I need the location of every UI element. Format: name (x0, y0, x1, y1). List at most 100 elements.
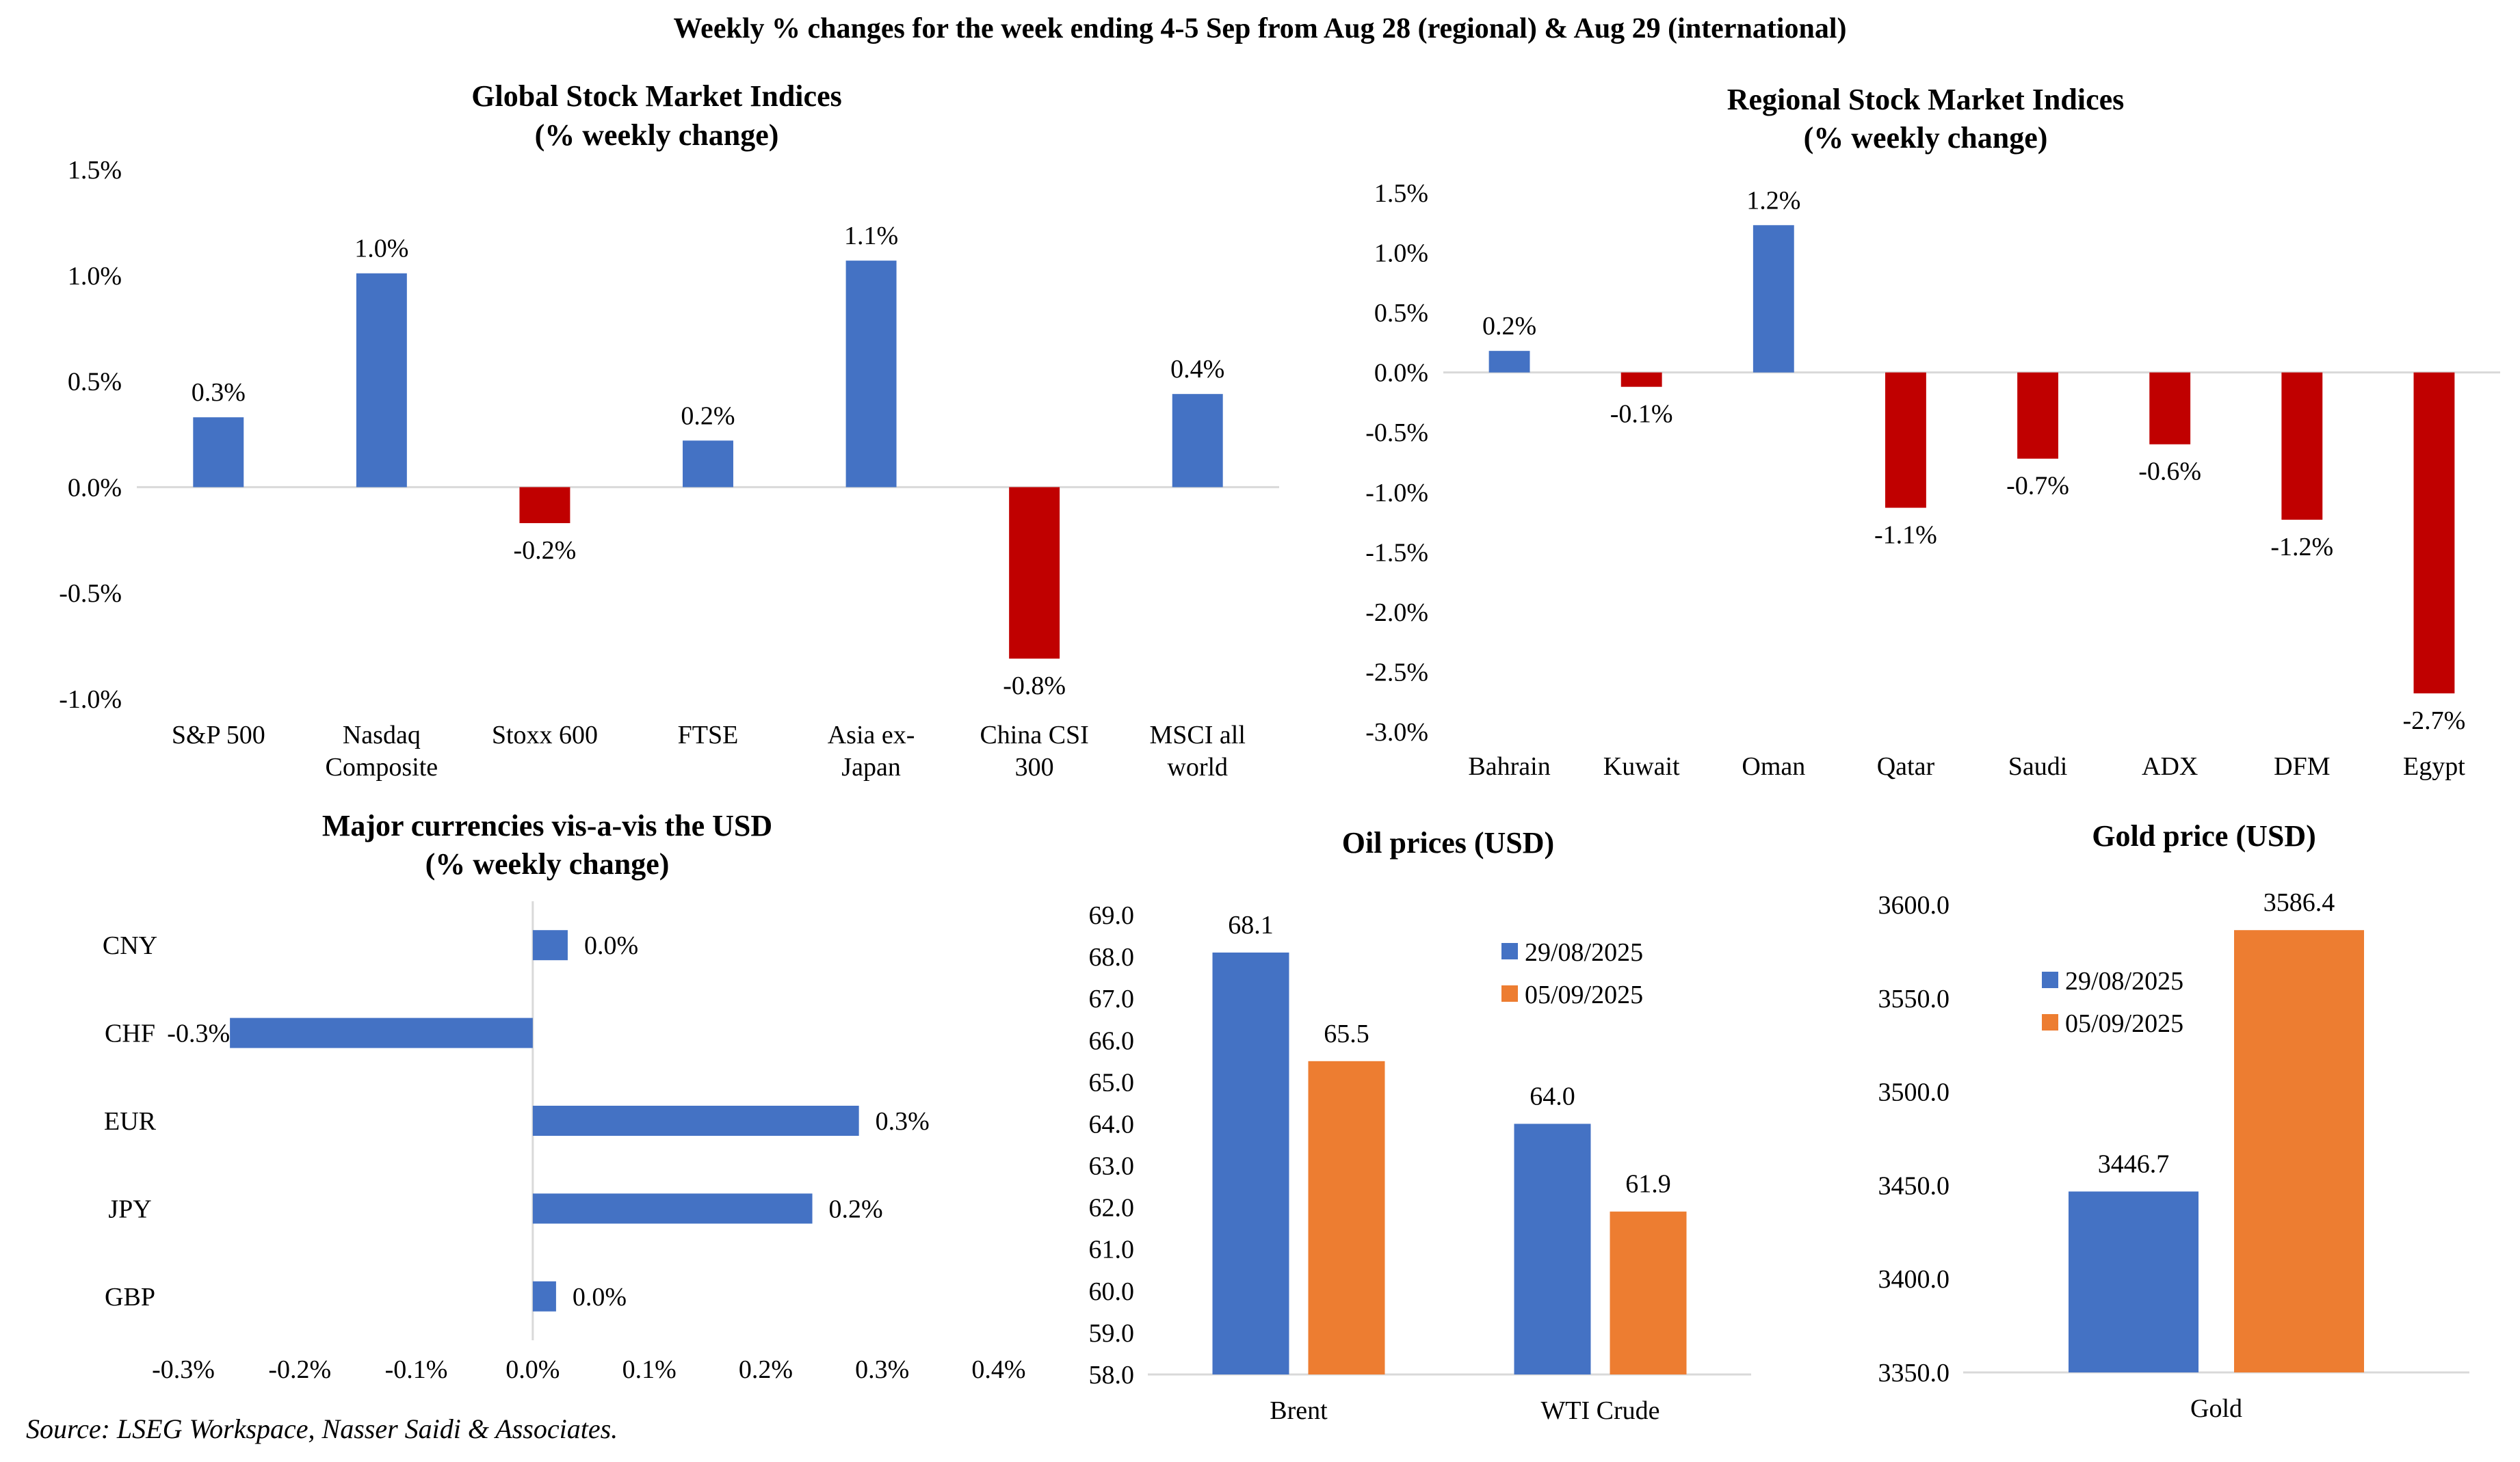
bar (683, 440, 733, 488)
data-label: 0.3% (192, 378, 246, 407)
bar (2069, 1191, 2199, 1372)
bar (230, 1018, 533, 1048)
bar (1009, 487, 1060, 659)
bar (1620, 372, 1662, 387)
legend-label: 05/09/2025 (1525, 981, 1643, 1009)
data-label: -0.6% (2138, 457, 2201, 486)
y-tick-label: -2.0% (1365, 598, 1428, 627)
data-label: -1.1% (1874, 521, 1937, 550)
bar (519, 487, 570, 524)
x-tick-label: 0.4% (971, 1355, 1025, 1384)
data-label: 0.0% (584, 931, 638, 960)
data-label: 3446.7 (2098, 1149, 2170, 1178)
y-tick-label: 0.0% (1374, 359, 1428, 388)
data-label: -0.7% (2006, 472, 2069, 501)
y-tick-label: 66.0 (1089, 1026, 1135, 1055)
bar (1212, 952, 1289, 1374)
data-label: 1.1% (844, 222, 898, 250)
oil-prices-chart: 58.0 59.0 60.0 61.0 62.0 63.0 64.0 65.0 66.0 67.0… (1089, 901, 1751, 1425)
category-label: Stoxx 600 (492, 721, 598, 749)
bar (1753, 225, 1794, 373)
data-label: 3586.4 (2263, 888, 2335, 917)
category-label: Brent (1270, 1396, 1328, 1425)
data-label: 1.2% (1746, 186, 1800, 215)
x-tick-label: 0.2% (739, 1355, 793, 1384)
y-tick-label: 1.0% (68, 262, 122, 291)
data-label: 1.0% (354, 235, 408, 263)
category-label: DFM (2274, 752, 2330, 781)
data-label: 68.1 (1228, 911, 1274, 940)
category-label: Qatar (1877, 752, 1935, 781)
category-label: ADX (2142, 752, 2198, 781)
y-tick-label: -1.0% (59, 685, 122, 714)
y-tick-label: -0.5% (1365, 418, 1428, 447)
category-label: GBP (105, 1283, 155, 1312)
gold-chart-title: Gold price (USD) (2092, 819, 2316, 853)
y-tick-label: 59.0 (1089, 1319, 1135, 1348)
y-tick-label: 3400.0 (1878, 1265, 1950, 1294)
bar (1308, 1061, 1385, 1374)
category-label: Saudi (2008, 752, 2068, 781)
category-label: CNY (103, 931, 157, 960)
bar (1514, 1124, 1591, 1374)
category-label: MSCI all (1150, 721, 1246, 749)
bar (2281, 372, 2323, 520)
bar (532, 1193, 813, 1224)
data-label: 0.2% (681, 401, 735, 430)
bar (1172, 394, 1223, 488)
x-tick-label: -0.1% (385, 1355, 448, 1384)
data-label: 0.3% (876, 1107, 930, 1136)
x-tick-label: 0.3% (855, 1355, 909, 1384)
category-label: Egypt (2403, 752, 2465, 781)
bar (1610, 1211, 1687, 1374)
y-tick-label: 3350.0 (1878, 1359, 1950, 1387)
y-tick-label: -3.0% (1365, 718, 1428, 747)
data-label: 65.5 (1324, 1020, 1369, 1048)
category-label: Japan (841, 753, 901, 782)
y-tick-label: -1.0% (1365, 479, 1428, 507)
bar (532, 1106, 859, 1136)
y-tick-label: 3500.0 (1878, 1078, 1950, 1107)
legend-label: 29/08/2025 (2065, 967, 2183, 996)
category-label: Bahrain (1468, 752, 1550, 781)
data-label: 0.0% (573, 1283, 627, 1312)
bar (2017, 372, 2058, 459)
bar (532, 930, 568, 961)
data-label: 61.9 (1625, 1170, 1671, 1199)
category-label: Kuwait (1603, 752, 1680, 781)
y-tick-label: 65.0 (1089, 1068, 1135, 1097)
y-tick-label: 62.0 (1089, 1194, 1135, 1223)
category-label: China CSI (980, 721, 1088, 749)
category-label: Gold (2190, 1394, 2242, 1423)
legend-label: 29/08/2025 (1525, 938, 1643, 967)
main-title: Weekly % changes for the week ending 4-5… (674, 13, 1847, 44)
legend-swatch (1501, 943, 1518, 959)
bar (2413, 372, 2455, 693)
data-label: 0.2% (1482, 312, 1536, 341)
y-tick-label: 63.0 (1089, 1152, 1135, 1181)
y-tick-label: 67.0 (1089, 985, 1135, 1013)
bar (2149, 372, 2191, 444)
data-label: 0.4% (1170, 355, 1224, 384)
y-tick-label: 60.0 (1089, 1277, 1135, 1306)
data-label: 0.2% (829, 1195, 883, 1223)
legend-swatch (2042, 1014, 2058, 1031)
data-label: 64.0 (1530, 1082, 1575, 1111)
data-label: -0.2% (514, 536, 577, 565)
data-label: -1.2% (2270, 533, 2333, 561)
y-tick-label: 0.5% (68, 368, 122, 397)
bar (1885, 372, 1926, 508)
legend-swatch (1501, 985, 1518, 1002)
y-tick-label: 61.0 (1089, 1236, 1135, 1264)
x-tick-label: -0.3% (152, 1355, 215, 1384)
y-tick-label: 3550.0 (1878, 985, 1950, 1013)
oil-chart-title: Oil prices (USD) (1342, 826, 1554, 860)
y-tick-label: 69.0 (1089, 901, 1135, 930)
data-label: -0.8% (1003, 672, 1066, 700)
global-chart-subtitle: (% weekly change) (535, 118, 779, 152)
global-indices-chart: -1.0% -0.5% 0.0% 0.5% 1.0% 1.5% 0.3% S&P 500 1.0… (59, 156, 1279, 782)
data-label: -2.7% (2403, 706, 2466, 735)
currencies-chart: -0.3% -0.2% -0.1% 0.0% 0.1% 0.2% 0.3% 0.4% CNY 0.… (103, 901, 1026, 1384)
regional-indices-chart: -3.0% -2.5% -2.0% -1.5% -1.0% -0.5% 0.0% 0.5% 1.… (1365, 179, 2500, 781)
